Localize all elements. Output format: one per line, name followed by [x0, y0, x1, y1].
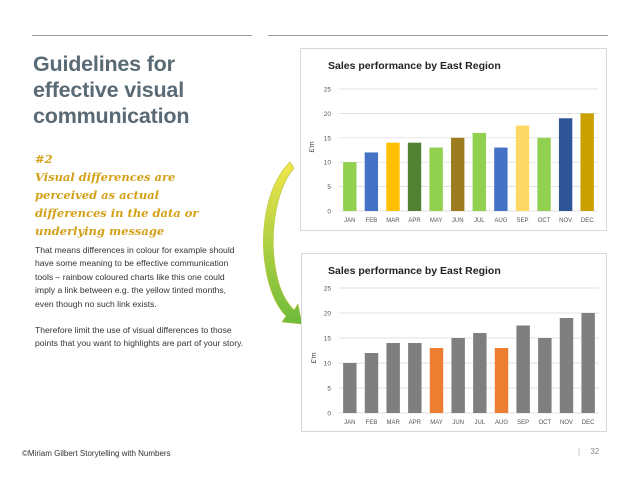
chart-rainbow-x-tick-label: SEP — [516, 218, 528, 224]
chart-highlighted-bar-oct — [538, 338, 552, 413]
slide-title-line: communication — [33, 104, 190, 128]
subhead-line: #2 — [35, 152, 53, 166]
chart-highlighted-y-tick-label: 10 — [324, 361, 332, 368]
chart-rainbow-bar-nov — [558, 118, 573, 211]
chart-highlighted-bar-may — [429, 348, 444, 413]
chart-rainbow-bar-aug — [494, 147, 508, 211]
chart-highlighted-x-tick-label: MAY — [430, 420, 443, 426]
chart-highlighted-x-tick-label: MAR — [386, 420, 400, 426]
top-rule-left — [32, 35, 252, 36]
body-paragraph: That means differences in colour for exa… — [35, 245, 235, 309]
chart-rainbow-x-tick-label: JAN — [344, 218, 355, 224]
page-separator: | — [578, 447, 581, 456]
chart-highlighted-x-tick-label: AUG — [495, 420, 508, 426]
chart-rainbow-bar-may — [429, 147, 443, 211]
chart-rainbow-x-tick-label: APR — [408, 218, 421, 224]
subhead-line: differences in the data or — [35, 206, 199, 220]
chart-highlighted-y-tick-label: 0 — [327, 411, 331, 418]
chart-highlighted-y-tick-label: 20 — [324, 311, 332, 318]
chart-highlighted-y-tick-label: 25 — [324, 286, 332, 293]
page-number-area: | 32 — [578, 447, 599, 456]
chart-rainbow-bar-jan — [343, 162, 357, 211]
page-number: 32 — [590, 447, 600, 456]
chart-highlighted-x-tick-label: OCT — [538, 420, 551, 426]
chart-highlighted-y-axis-label: £'m — [311, 352, 318, 363]
chart-highlighted-y-tick-label: 15 — [324, 336, 332, 343]
guideline-subhead: #2 Visual differences are perceived as a… — [35, 150, 235, 240]
chart-rainbow-x-tick-label: AUG — [494, 218, 507, 224]
chart-rainbow-y-axis-label: £'m — [309, 141, 316, 152]
slide-title-line: Guidelines for — [33, 52, 175, 76]
chart-highlighted-bar-apr — [408, 343, 422, 413]
chart-rainbow-bar-mar — [386, 142, 400, 211]
chart-rainbow-x-tick-label: JUN — [452, 218, 464, 224]
chart-rainbow-x-tick-label: NOV — [559, 218, 572, 224]
chart-rainbow-bar-jul — [472, 132, 486, 211]
chart-highlighted-bar-mar — [386, 343, 400, 413]
slide-title-line: effective visual — [33, 78, 184, 102]
chart-highlighted-bar-jul — [473, 333, 487, 413]
chart-highlighted-x-tick-label: SEP — [517, 420, 529, 426]
chart-highlighted-bar-jun — [451, 338, 465, 413]
curved-arrow-icon — [263, 161, 303, 325]
chart-rainbow-x-tick-label: DEC — [581, 218, 594, 224]
chart-highlighted-x-tick-label: NOV — [560, 420, 573, 426]
chart-rainbow-bar-apr — [407, 142, 422, 211]
chart-rainbow-y-tick-label: 5 — [327, 184, 331, 191]
subhead-line: Visual differences are — [35, 170, 176, 184]
chart-rainbow-bar-jun — [451, 137, 465, 211]
chart-highlighted-x-tick-label: JAN — [344, 420, 355, 426]
chart-rainbow-x-tick-label: JUL — [474, 218, 485, 224]
chart-rainbow-x-tick-label: MAY — [430, 218, 443, 224]
chart-rainbow-svg: Sales performance by East Region £'m 0 5 10 1… — [309, 60, 598, 224]
chart-rainbow-bar-oct — [537, 137, 551, 211]
chart-rainbow-bar-feb — [364, 152, 379, 211]
chart-highlighted-x-tick-label: JUN — [452, 420, 464, 426]
chart-highlighted-svg: Sales performance by East Region £'m 0 5 10 1… — [311, 265, 599, 426]
chart-rainbow-y-tick-label: 25 — [324, 87, 332, 94]
footer-credit: ©Miriam Gilbert Storytelling with Number… — [22, 449, 171, 458]
chart-rainbow-x-tick-label: FEB — [366, 218, 378, 224]
body-text: That means differences in colour for exa… — [35, 244, 245, 364]
chart-highlighted-title: Sales performance by East Region — [328, 265, 501, 277]
chart-highlighted-x-tick-label: JUL — [474, 420, 485, 426]
chart-rainbow-y-tick-label: 10 — [324, 160, 332, 167]
chart-rainbow-title: Sales performance by East Region — [328, 60, 501, 72]
chart-highlighted-bar-feb — [364, 353, 379, 413]
chart-highlighted-bar-sep — [516, 325, 530, 413]
chart-highlighted-x-tick-label: FEB — [366, 420, 378, 426]
chart-rainbow-y-tick-label: 20 — [324, 111, 332, 118]
chart-highlighted-bar-nov — [559, 318, 574, 413]
chart-highlighted-bar-aug — [494, 348, 509, 413]
chart-highlighted-bar-jan — [343, 363, 357, 413]
chart-highlighted-x-tick-label: DEC — [582, 420, 595, 426]
chart-rainbow-y-tick-label: 0 — [327, 209, 331, 216]
subhead-line: perceived as actual — [35, 188, 160, 202]
chart-highlighted-x-tick-label: APR — [409, 420, 422, 426]
top-rule-right — [268, 35, 608, 36]
chart-highlighted: Sales performance by East Region £'m 0 5 10 1… — [301, 253, 607, 432]
subhead-line: underlying message — [35, 224, 165, 238]
chart-highlighted-bar-dec — [581, 313, 595, 413]
slide-title: Guidelines for effective visual communic… — [33, 51, 253, 129]
chart-rainbow-y-tick-label: 15 — [324, 135, 332, 142]
chart-highlighted-y-tick-label: 5 — [327, 386, 331, 393]
chart-rainbow: Sales performance by East Region £'m 0 5 10 1… — [300, 48, 607, 231]
chart-rainbow-x-tick-label: MAR — [386, 218, 400, 224]
chart-rainbow-bar-dec — [580, 113, 594, 211]
chart-rainbow-x-tick-label: OCT — [538, 218, 551, 224]
body-paragraph: Therefore limit the use of visual differ… — [35, 325, 244, 349]
chart-rainbow-bar-sep — [515, 125, 530, 211]
